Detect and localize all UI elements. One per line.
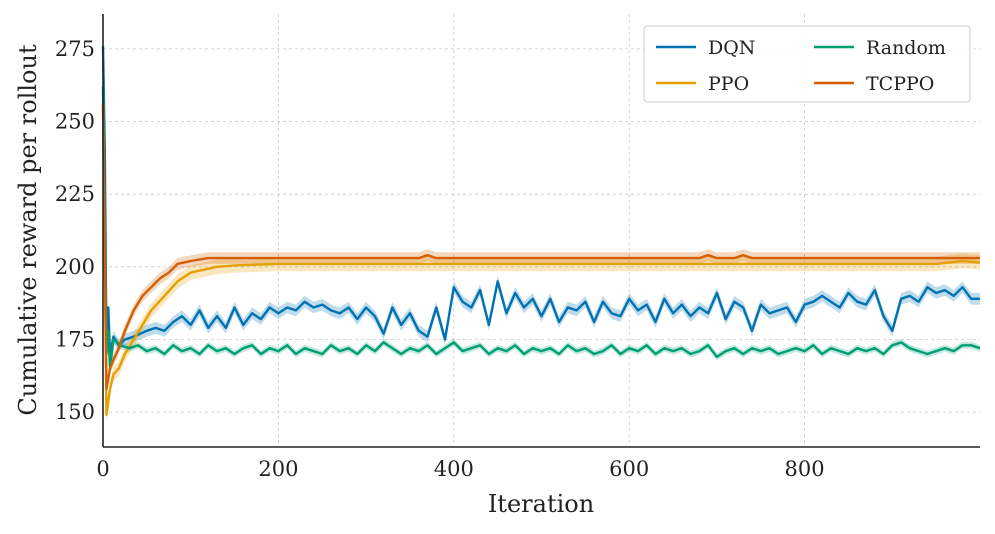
y-tick-label: 250 [55,110,95,134]
dqn-line [101,45,980,356]
x-tick-label: 800 [785,457,825,481]
grid [102,14,980,447]
y-tick-label: 200 [55,255,95,279]
random-band [103,83,980,372]
x-tick-label: 600 [609,457,649,481]
legend: DQN PPO Random TCPPO [643,25,971,103]
tcppo-line [101,104,980,391]
tcppo-legend-label: TCPPO [866,73,934,95]
y-tick-label: 175 [55,327,95,351]
x-tick-label: 0 [96,457,109,481]
random-legend-label: Random [866,37,946,59]
legend-box [643,25,971,103]
x-tick-labels: 0 200 400 600 800 [96,457,824,481]
x-axis-title: Iteration [488,490,594,518]
series-lines [101,45,981,417]
x-tick-label: 400 [434,457,474,481]
y-tick-label: 150 [55,400,95,424]
random-line [101,86,981,370]
y-tick-label: 275 [55,37,95,61]
y-tick-labels: 150 175 200 225 250 275 [55,37,95,424]
axes [102,14,980,448]
ppo-legend-label: PPO [708,73,749,95]
ppo-line [101,104,981,417]
y-axis-title: Cumulative reward per rollout [14,44,42,416]
dqn-legend-label: DQN [708,37,755,59]
x-tick-label: 200 [258,457,298,481]
y-tick-label: 225 [55,182,95,206]
ppo-band [103,96,980,423]
